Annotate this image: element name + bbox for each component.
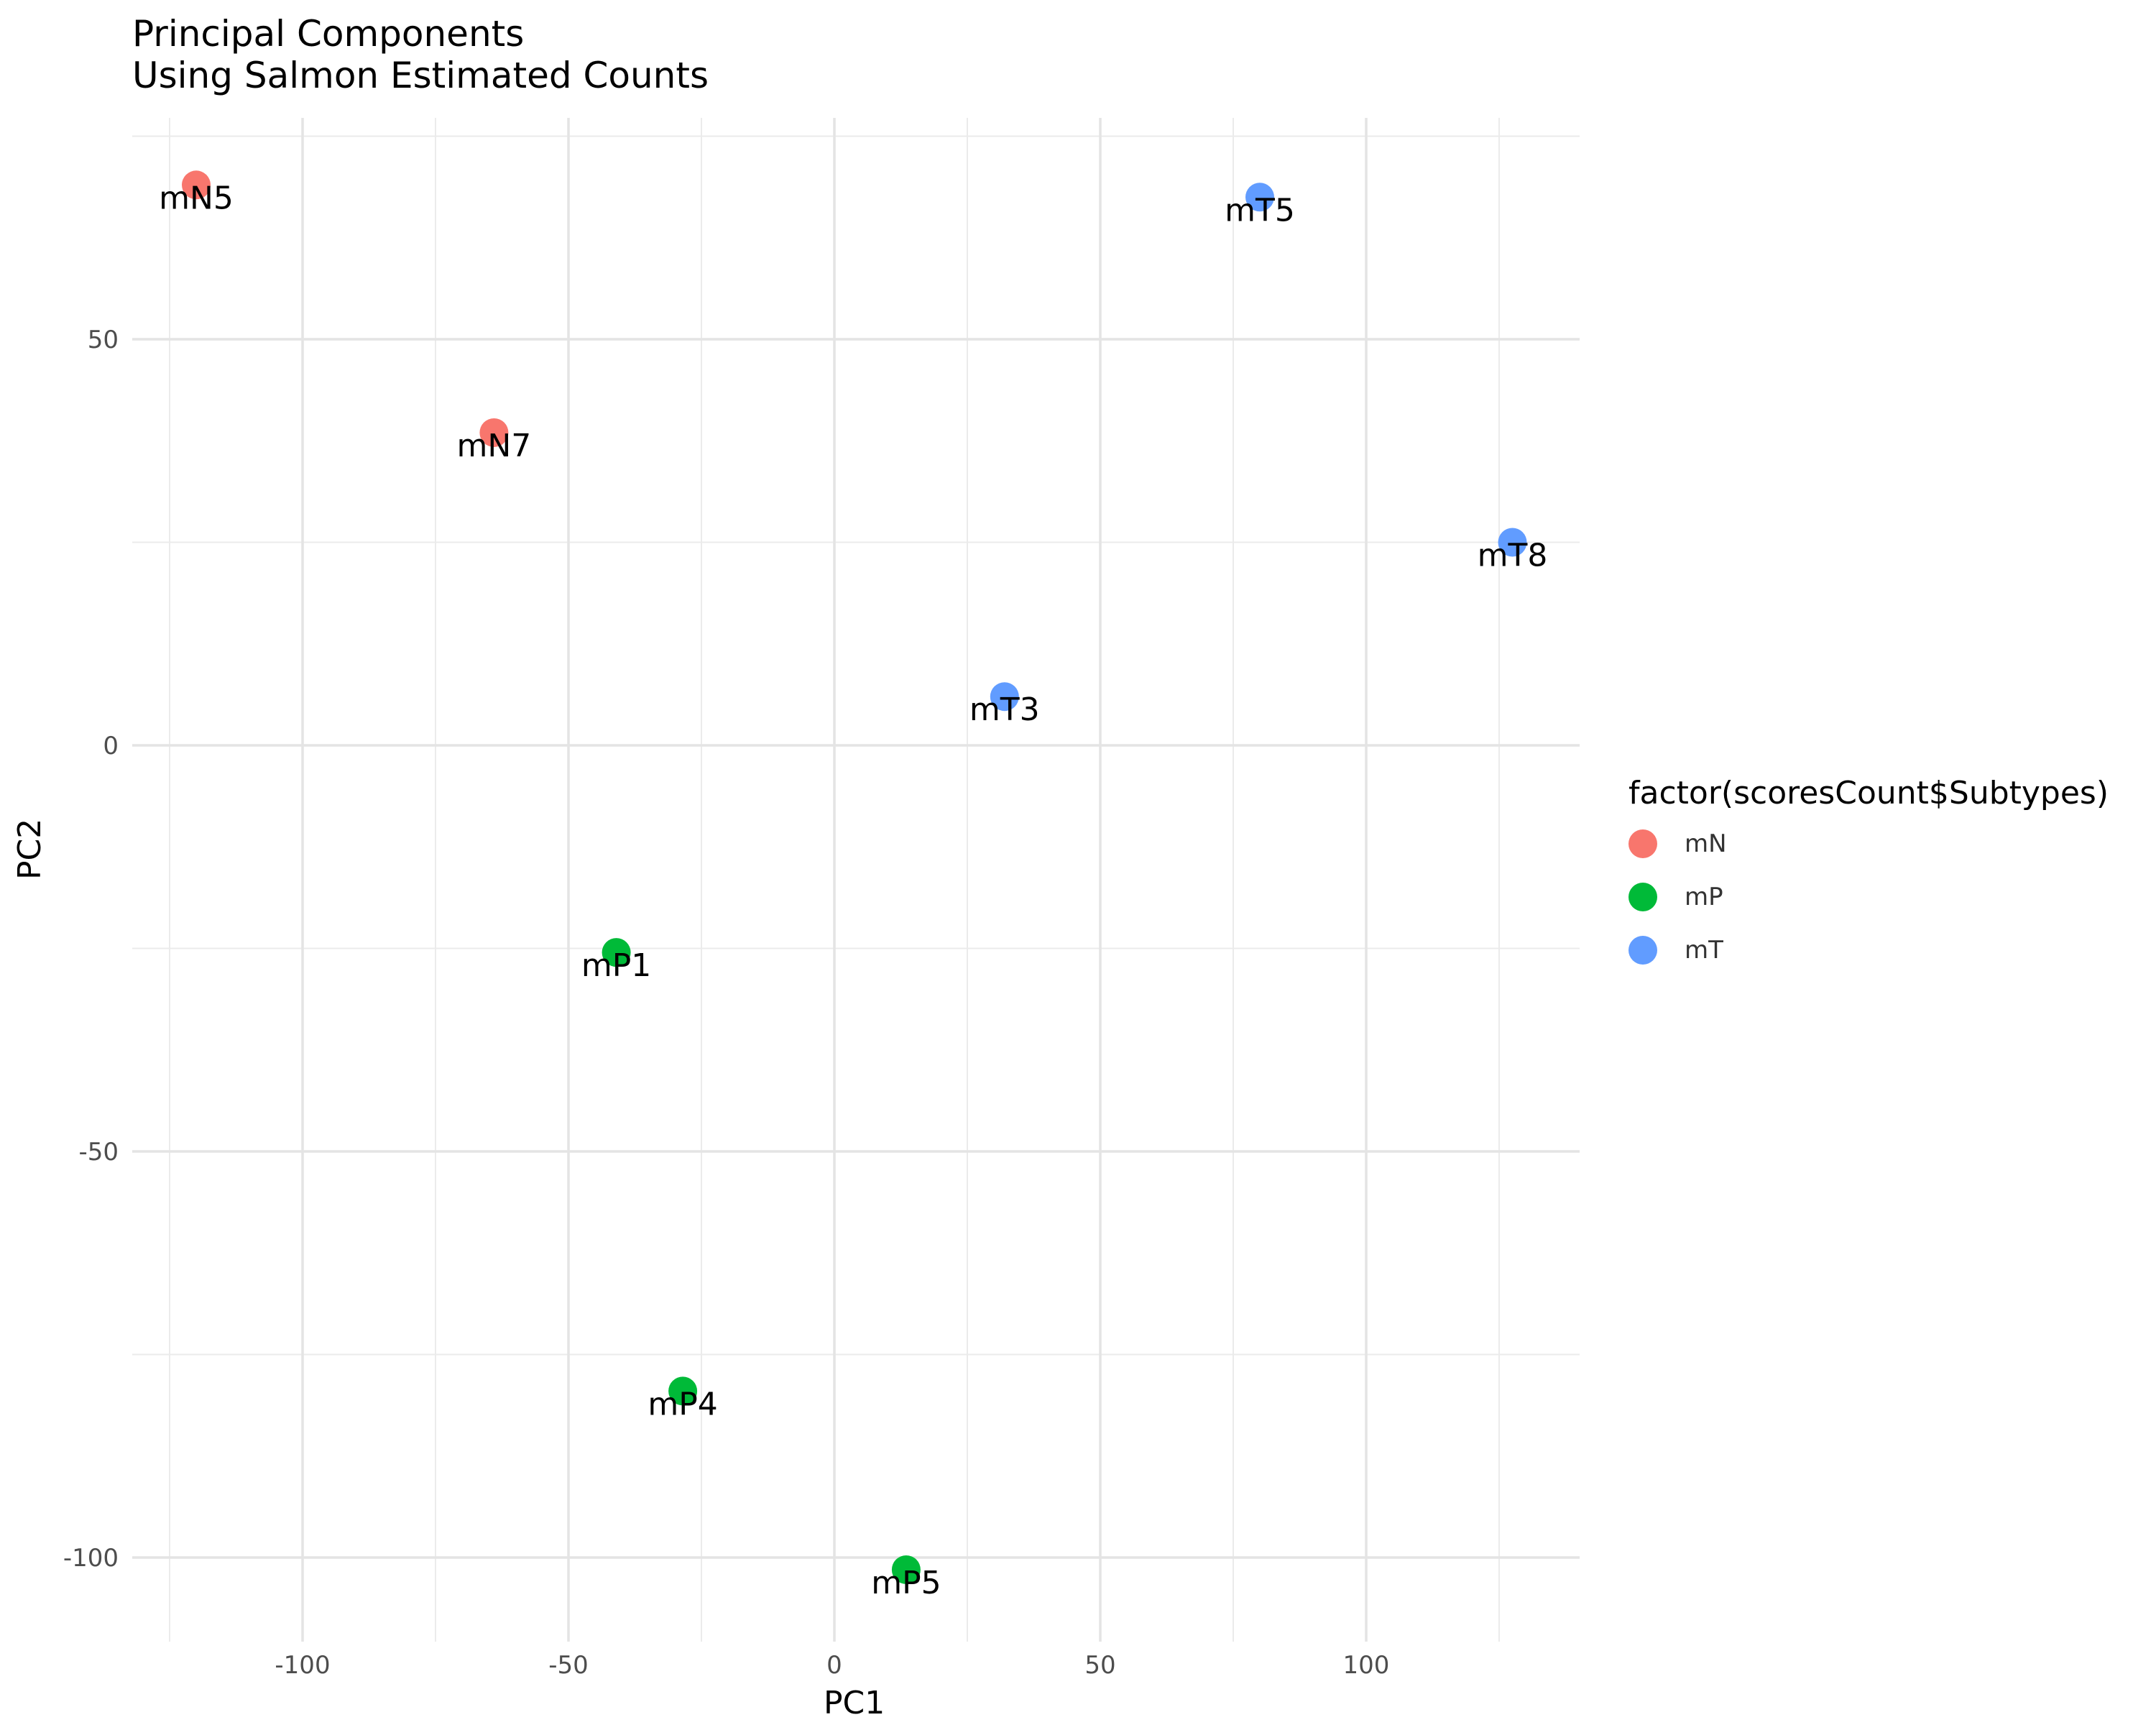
y-axis-title: PC2	[11, 818, 48, 880]
data-points	[182, 170, 1527, 1584]
legend-label-mn: mN	[1685, 829, 1727, 858]
point-label-mt5: mT5	[1225, 192, 1295, 229]
x-tick-label: 0	[826, 1651, 842, 1680]
legend-label-mp: mP	[1685, 883, 1723, 911]
point-label-mt8: mT8	[1478, 538, 1548, 574]
x-tick-label: -100	[275, 1651, 330, 1680]
point-mn5	[182, 170, 211, 200]
point-mt5	[1245, 183, 1274, 212]
y-tick-label: 0	[103, 732, 119, 760]
x-axis-title: PC1	[824, 1685, 885, 1721]
y-tick-label: 50	[88, 326, 119, 354]
legend-key-mt	[1628, 936, 1657, 965]
legend-title: factor(scoresCount$Subtypes)	[1628, 775, 2109, 811]
legend-item-mt: mT	[1628, 934, 1723, 966]
legend-item-mp: mP	[1628, 881, 1723, 913]
chart-title: Principal Components	[132, 13, 525, 55]
x-tick-label: -50	[548, 1651, 589, 1680]
x-tick-label: 50	[1084, 1651, 1115, 1680]
y-tick-label: -50	[78, 1138, 119, 1167]
point-labels: mN5 mN7 mT5 mT8 mT3 mP1 mP4 mP5	[159, 180, 1547, 1601]
legend-item-mn: mN	[1628, 828, 1727, 860]
minor-gridlines	[132, 118, 1580, 1642]
point-label-mp1: mP1	[581, 947, 651, 984]
point-mp4	[668, 1376, 698, 1406]
legend-label-mt: mT	[1685, 936, 1723, 965]
point-label-mn7: mN7	[457, 428, 532, 464]
point-label-mt3: mT3	[969, 691, 1040, 728]
point-label-mp5: mP5	[871, 1565, 941, 1601]
chart-subtitle: Using Salmon Estimated Counts	[132, 55, 709, 96]
point-mn7	[479, 418, 509, 447]
point-label-mp4: mP4	[648, 1386, 717, 1422]
point-mp1	[602, 938, 631, 967]
x-tick-label: 100	[1343, 1651, 1390, 1680]
legend: factor(scoresCount$Subtypes) mN mP mT	[1628, 775, 2109, 965]
y-axis-tick-labels: -100 -50 0 50	[63, 326, 119, 1573]
legend-key-mn	[1628, 829, 1657, 858]
y-tick-label: -100	[63, 1544, 119, 1573]
point-mt8	[1498, 528, 1527, 557]
point-mp5	[891, 1555, 921, 1584]
point-label-mn5: mN5	[159, 180, 234, 216]
legend-key-mp	[1628, 883, 1657, 911]
x-axis-tick-labels: -100 -50 0 50 100	[275, 1651, 1389, 1680]
major-gridlines	[132, 118, 1580, 1642]
point-mt3	[990, 682, 1019, 712]
